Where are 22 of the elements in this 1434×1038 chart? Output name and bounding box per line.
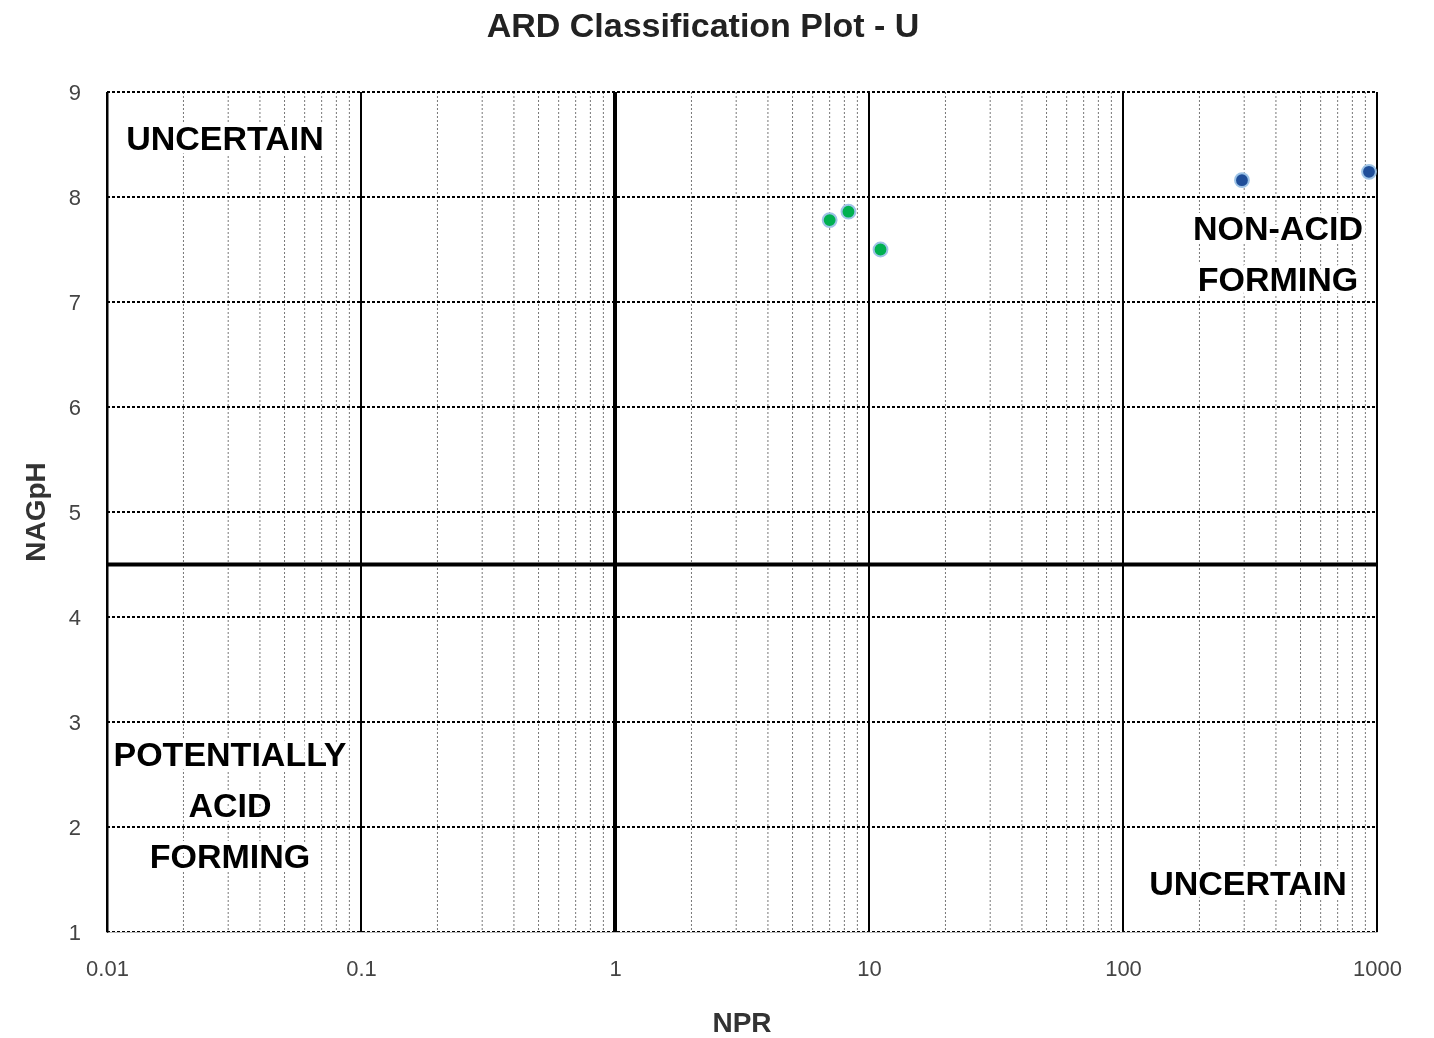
chart-title: ARD Classification Plot - U [486,6,920,44]
annotation: POTENTIALLY ACID FORMING [113,735,347,875]
y-tick-label: 8 [68,184,81,210]
y-tick-label: 7 [68,289,81,315]
y-tick-label: 5 [68,499,81,525]
x-tick-label: 1 [609,955,622,981]
y-tick-label: 6 [68,394,81,420]
y-tick-label: 3 [68,709,81,735]
y-tick-label: 9 [68,79,81,105]
x-tick-label: 0.1 [346,955,377,981]
y-tick-label: 1 [68,919,81,945]
annotation: NON-ACID FORMING [1193,209,1363,298]
x-tick-label: 10 [857,955,882,981]
y-tick-label: 4 [68,604,81,630]
x-tick-label: 0.01 [86,955,129,981]
x-axis-title: NPR [712,1007,772,1038]
annotation: UNCERTAIN [1149,864,1347,902]
y-axis-title: NAGpH [20,462,51,562]
x-tick-label: 100 [1105,955,1142,981]
y-tick-label: 2 [68,814,81,840]
annotation: UNCERTAIN [126,119,324,157]
x-tick-label: 1000 [1353,955,1402,981]
